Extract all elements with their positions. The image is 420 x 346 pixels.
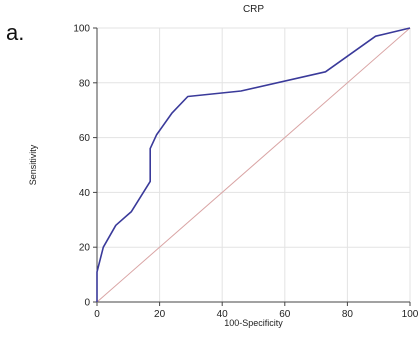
x-tick-label: 60 (279, 309, 291, 320)
y-tick-label: 40 (79, 188, 91, 199)
reference-diagonal-line (96, 27, 411, 303)
x-tick-label: 20 (154, 309, 166, 320)
roc-curve-line (96, 27, 411, 302)
x-tick-label: 40 (217, 309, 229, 320)
grid-lines (97, 27, 411, 302)
panel-label: a. (6, 20, 25, 45)
tick-labels: 0 20 40 60 80 100 0 20 40 60 80 100 (73, 24, 418, 321)
x-tick-label: 80 (342, 309, 354, 320)
series-lines (96, 27, 411, 303)
x-axis-label: 100-Specificity (224, 318, 283, 328)
y-tick-label: 0 (84, 298, 90, 309)
y-tick-label: 20 (79, 243, 91, 254)
x-tick-label: 0 (94, 309, 100, 320)
y-tick-label: 100 (73, 24, 90, 35)
y-tick-label: 80 (79, 78, 91, 89)
y-axis-label: Sensitivity (28, 144, 38, 185)
axes (93, 28, 410, 306)
x-tick-label: 100 (402, 309, 419, 320)
chart-title: CRP (243, 4, 264, 15)
y-tick-label: 60 (79, 133, 91, 144)
